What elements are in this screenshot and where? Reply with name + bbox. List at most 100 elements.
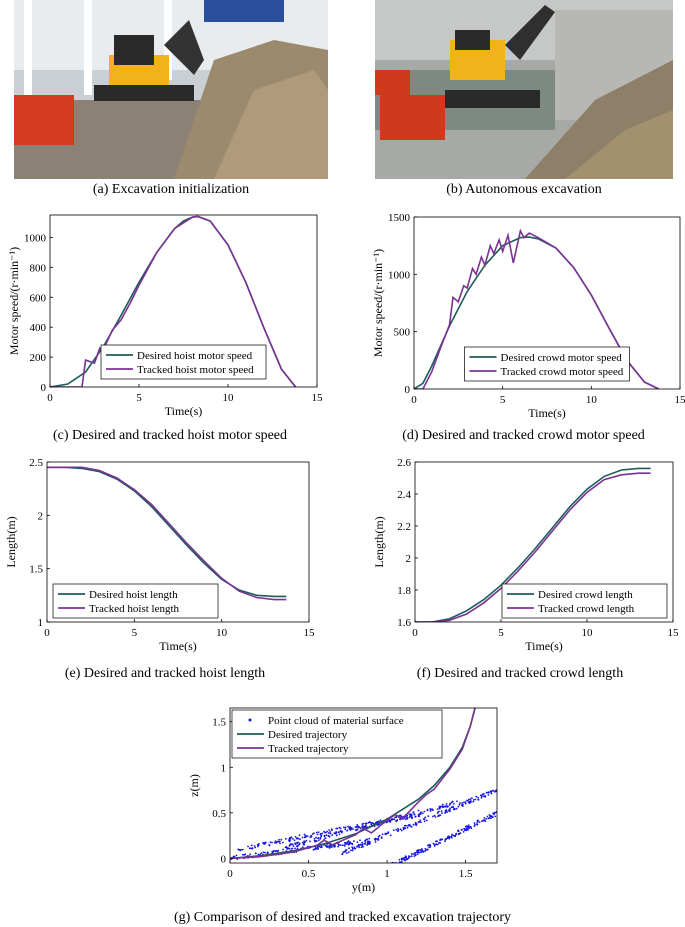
data-point [414, 815, 417, 818]
data-point [294, 847, 296, 850]
axes-frame [49, 214, 318, 388]
data-point [485, 791, 488, 794]
data-point [333, 832, 336, 835]
data-point [310, 835, 313, 838]
data-point [474, 823, 476, 826]
data-point [462, 831, 465, 833]
x-tick-label: 1.5 [459, 868, 473, 880]
data-point [466, 825, 468, 827]
data-point [457, 829, 460, 832]
data-point [351, 842, 354, 845]
data-point [456, 800, 458, 803]
data-point [470, 827, 473, 830]
data-point [338, 833, 341, 836]
data-point [334, 845, 336, 848]
data-point [342, 851, 345, 853]
data-point [319, 833, 322, 835]
data-point [345, 852, 348, 854]
data-point [446, 805, 449, 807]
data-point [425, 819, 428, 822]
data-point [490, 792, 493, 795]
data-point [362, 825, 365, 828]
data-point [463, 829, 466, 832]
data-point [355, 829, 357, 832]
data-point [394, 864, 396, 866]
data-point [445, 805, 447, 808]
data-point [367, 821, 370, 824]
data-point [435, 843, 438, 846]
data-point [262, 842, 265, 845]
data-point [441, 803, 444, 806]
data-point [357, 843, 360, 846]
data-point [416, 853, 419, 856]
y-axis-label: Length(m) [4, 516, 18, 567]
legend-entry: Desired crowd length [538, 589, 633, 601]
data-point [380, 837, 383, 839]
data-point [459, 802, 461, 805]
y-tick-label: 2 [38, 510, 44, 522]
data-point [338, 826, 341, 829]
data-point [271, 841, 273, 844]
data-point [264, 851, 266, 854]
y-tick-label: 600 [30, 292, 47, 304]
x-axis-label: Time(s) [528, 406, 566, 420]
data-point [387, 831, 390, 834]
y-tick-label: 2.2 [397, 521, 411, 533]
data-point [360, 846, 363, 849]
data-point [368, 842, 370, 845]
data-point [340, 831, 343, 834]
photo-autonomous-excavation [375, 0, 673, 179]
data-point [251, 847, 254, 850]
data-point [367, 840, 369, 842]
y-tick-label: 1 [221, 762, 227, 774]
data-point [480, 796, 483, 799]
data-point [354, 826, 357, 828]
data-point [328, 844, 331, 847]
data-point [304, 841, 306, 843]
y-tick-label: 1000 [388, 269, 411, 281]
data-point [477, 796, 479, 799]
data-point [361, 823, 364, 826]
x-tick-label: 15 [312, 392, 324, 404]
data-point [315, 847, 317, 849]
data-point [278, 838, 280, 841]
data-point [306, 835, 309, 837]
data-point [481, 820, 483, 823]
data-point [345, 849, 348, 851]
data-point [452, 805, 454, 808]
data-point [488, 814, 491, 816]
data-point [356, 828, 359, 831]
data-point [327, 832, 330, 834]
y-axis-label: Length(m) [372, 516, 386, 567]
data-point [254, 852, 257, 855]
data-point [337, 845, 339, 848]
data-point [433, 843, 436, 846]
data-point [408, 816, 411, 819]
data-point [398, 863, 400, 865]
data-point [317, 837, 319, 840]
data-point [474, 798, 477, 801]
x-tick-label: 0 [412, 627, 418, 639]
data-point [326, 846, 329, 848]
data-point [450, 836, 453, 839]
data-point [288, 839, 290, 842]
data-point [461, 804, 463, 807]
chart-hoist-motor-speed: 0 5 10 15 0 200 400 600 800 1000 Time(s) Motor spee… [7, 214, 324, 418]
data-point [313, 838, 316, 840]
data-point [461, 802, 463, 804]
data-point [299, 838, 301, 841]
data-point [294, 843, 297, 845]
data-point [323, 834, 326, 837]
data-point [420, 851, 422, 854]
data-point [314, 848, 316, 851]
y-tick-label: 1 [38, 617, 44, 629]
data-point [347, 851, 350, 854]
data-point [349, 849, 352, 852]
data-point [405, 856, 407, 859]
data-point [476, 823, 478, 825]
data-point [410, 853, 413, 855]
data-point [253, 845, 256, 847]
data-point [399, 814, 402, 817]
data-point [433, 814, 436, 817]
data-point [442, 805, 444, 808]
